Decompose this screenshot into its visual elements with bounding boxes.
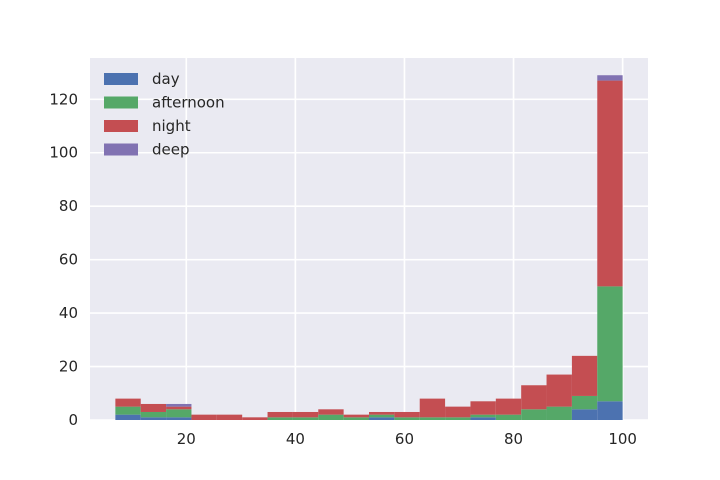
legend-swatch-deep bbox=[104, 143, 138, 156]
y-tick-label: 40 bbox=[59, 304, 78, 322]
legend-label-night: night bbox=[152, 117, 191, 135]
x-tick-label: 40 bbox=[286, 430, 305, 448]
bar-afternoon bbox=[597, 286, 623, 402]
bar-afternoon bbox=[445, 417, 471, 420]
bar-deep bbox=[597, 75, 623, 81]
bar-afternoon bbox=[495, 414, 522, 420]
bar-night bbox=[267, 411, 293, 418]
legend: day afternoon night deep bbox=[104, 70, 225, 159]
bar-night bbox=[216, 414, 243, 420]
bar-day bbox=[571, 409, 598, 420]
y-tick-label: 80 bbox=[59, 197, 78, 215]
bar-night bbox=[166, 406, 192, 410]
y-tick-label: 20 bbox=[59, 358, 78, 376]
x-tick-label: 100 bbox=[608, 430, 637, 448]
x-tick-label: 80 bbox=[504, 430, 523, 448]
legend-label-deep: deep bbox=[152, 141, 190, 159]
plot-background bbox=[90, 58, 648, 420]
y-tick-label: 60 bbox=[59, 251, 78, 269]
bar-afternoon bbox=[369, 414, 395, 418]
bar-afternoon bbox=[419, 417, 446, 420]
x-tick-label: 60 bbox=[395, 430, 414, 448]
bar-night bbox=[571, 355, 598, 396]
bar-night bbox=[495, 398, 522, 415]
bar-night bbox=[419, 398, 446, 418]
bar-afternoon bbox=[394, 417, 420, 420]
bar-night bbox=[470, 401, 496, 415]
bar-afternoon bbox=[571, 395, 598, 410]
bar-night bbox=[242, 417, 268, 420]
bar-night bbox=[521, 385, 547, 410]
bar-day bbox=[166, 417, 192, 420]
bar-afternoon bbox=[166, 409, 192, 418]
bar-afternoon bbox=[140, 411, 167, 418]
bar-day bbox=[369, 417, 395, 420]
bar-afternoon bbox=[521, 409, 547, 420]
bar-night bbox=[597, 80, 623, 287]
bar-night bbox=[546, 374, 572, 407]
legend-label-day: day bbox=[152, 70, 180, 88]
bar-night bbox=[191, 414, 217, 420]
bar-deep bbox=[166, 403, 192, 407]
bar-day bbox=[597, 401, 623, 420]
bar-day bbox=[115, 414, 141, 420]
bar-afternoon bbox=[115, 406, 141, 415]
bar-night bbox=[394, 411, 420, 418]
bar-night bbox=[292, 411, 319, 418]
bar-afternoon bbox=[546, 406, 572, 420]
bar-afternoon bbox=[318, 414, 344, 420]
legend-swatch-night bbox=[104, 120, 138, 132]
bar-night bbox=[369, 411, 395, 415]
bar-night bbox=[318, 409, 344, 415]
bar-afternoon bbox=[292, 417, 319, 420]
tick-labels: 20 40 60 80 100 0 20 40 60 80 100 120 bbox=[49, 90, 637, 448]
bars bbox=[115, 75, 623, 420]
bar-night bbox=[115, 398, 141, 407]
bar-day bbox=[140, 417, 167, 420]
bar-afternoon bbox=[343, 417, 369, 420]
x-tick-label: 20 bbox=[177, 430, 196, 448]
legend-swatch-day bbox=[104, 73, 138, 85]
y-tick-label: 0 bbox=[68, 411, 78, 429]
bar-night bbox=[343, 414, 369, 418]
y-tick-label: 120 bbox=[49, 90, 78, 108]
bar-night bbox=[140, 403, 167, 412]
bar-afternoon bbox=[267, 417, 293, 420]
bar-night bbox=[445, 406, 471, 418]
bar-day bbox=[470, 417, 496, 420]
legend-label-afternoon: afternoon bbox=[152, 94, 225, 112]
y-tick-label: 100 bbox=[49, 144, 78, 162]
bar-afternoon bbox=[470, 414, 496, 418]
legend-swatch-afternoon bbox=[104, 96, 138, 109]
